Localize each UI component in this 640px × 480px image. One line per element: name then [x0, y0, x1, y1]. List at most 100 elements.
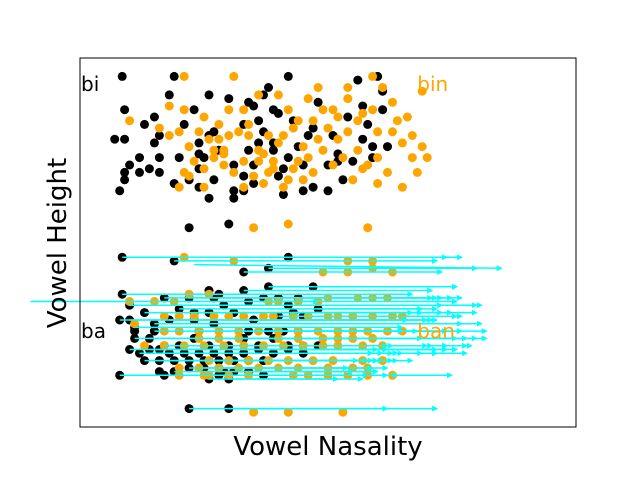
point-bi-72 — [149, 138, 159, 148]
point-bin-74 — [174, 127, 184, 137]
point-bi-5 — [120, 105, 130, 115]
point-bin-19 — [298, 175, 308, 185]
point-bin-49 — [388, 127, 397, 137]
point-bin-29 — [174, 182, 184, 192]
point-bi-24 — [244, 145, 254, 155]
corner-label-bin: bin — [417, 72, 448, 96]
point-bi-69 — [283, 71, 293, 81]
point-ban-28 — [268, 311, 278, 321]
point-bin-71 — [209, 145, 219, 155]
point-bin-23 — [229, 167, 239, 177]
point-bin-35 — [234, 127, 244, 137]
point-bi-62 — [229, 186, 239, 196]
point-bin-42 — [323, 123, 333, 133]
point-bi-86 — [120, 175, 130, 185]
point-bi-9 — [120, 134, 130, 144]
point-bin-17 — [268, 156, 278, 166]
point-bi-7 — [149, 112, 159, 122]
point-bin-95 — [283, 219, 293, 229]
point-bin-77 — [125, 116, 135, 126]
point-bi-12 — [224, 94, 234, 104]
point-bi-8 — [110, 134, 120, 144]
point-bin-76 — [154, 123, 164, 133]
point-bin-87 — [328, 105, 338, 115]
point-bin-8 — [353, 116, 363, 126]
point-bin-9 — [333, 112, 343, 122]
point-bin-26 — [199, 164, 209, 174]
point-bi-2 — [164, 90, 174, 100]
point-ban-37 — [130, 319, 140, 329]
point-bin-33 — [214, 119, 224, 129]
point-bi-13 — [135, 153, 144, 163]
point-bi-85 — [199, 153, 209, 163]
point-bin-56 — [373, 179, 383, 188]
point-bi-19 — [115, 186, 125, 196]
point-bi-64 — [313, 97, 323, 107]
point-bi-45 — [298, 186, 308, 196]
point-bin-27 — [189, 156, 199, 166]
point-bin-14 — [298, 142, 308, 152]
point-bin-36 — [244, 119, 254, 129]
corner-label-ba: ba — [81, 319, 106, 343]
point-ban-106 — [338, 407, 348, 417]
point-bin-84 — [273, 90, 283, 100]
point-bin-85 — [293, 116, 303, 126]
point-bin-65 — [283, 175, 293, 185]
point-bi-56 — [338, 175, 348, 185]
point-bin-7 — [368, 105, 378, 115]
point-bin-10 — [318, 105, 328, 115]
point-bin-13 — [278, 131, 288, 140]
point-bin-98 — [239, 182, 249, 192]
point-bin-57 — [358, 164, 368, 174]
point-bin-64 — [293, 156, 303, 166]
y-axis-label: Vowel Height — [43, 158, 73, 328]
point-bi-29 — [249, 179, 259, 188]
point-bi-17 — [135, 167, 144, 177]
point-bi-27 — [209, 175, 219, 185]
point-bi-10 — [179, 119, 189, 129]
point-bin-69 — [224, 131, 234, 140]
point-ban-22 — [174, 311, 184, 321]
point-ban-105 — [283, 407, 293, 417]
point-ba-75 — [154, 367, 164, 377]
point-bin-30 — [184, 142, 194, 152]
point-bin-47 — [373, 153, 383, 163]
point-bin-62 — [308, 167, 318, 177]
point-bi-15 — [144, 164, 154, 174]
point-bi-57 — [348, 156, 358, 166]
point-bin-92 — [402, 112, 412, 122]
point-ban-61 — [140, 341, 149, 351]
point-bi-6 — [140, 119, 149, 129]
point-bin-97 — [219, 149, 229, 159]
point-bin-54 — [412, 167, 422, 177]
point-bin-67 — [259, 179, 268, 188]
point-ban-27 — [259, 311, 268, 321]
point-bin-2 — [343, 83, 353, 92]
point-bin-34 — [224, 105, 234, 115]
point-bi-70 — [264, 83, 273, 92]
point-bin-0 — [179, 71, 189, 81]
point-bi-14 — [154, 153, 164, 163]
point-bin-91 — [392, 116, 402, 126]
point-bin-55 — [397, 182, 407, 192]
point-bin-50 — [397, 138, 407, 148]
point-bi-82 — [383, 142, 392, 152]
point-bin-21 — [249, 171, 259, 181]
point-ban-104 — [249, 407, 259, 417]
point-bi-42 — [278, 164, 288, 174]
corner-label-bi: bi — [81, 72, 99, 96]
point-bin-25 — [209, 153, 219, 163]
point-bi-52 — [378, 105, 388, 115]
x-axis-label: Vowel Nasality — [233, 432, 422, 462]
point-bin-73 — [184, 171, 194, 181]
point-bi-39 — [303, 131, 313, 140]
point-bin-72 — [199, 182, 209, 192]
point-bin-22 — [239, 156, 249, 166]
point-bi-1 — [169, 71, 179, 81]
point-bi-73 — [154, 131, 164, 140]
point-bin-37 — [254, 145, 264, 155]
point-bi-48 — [358, 101, 368, 111]
point-bin-68 — [244, 131, 254, 140]
point-bi-76 — [229, 193, 239, 203]
